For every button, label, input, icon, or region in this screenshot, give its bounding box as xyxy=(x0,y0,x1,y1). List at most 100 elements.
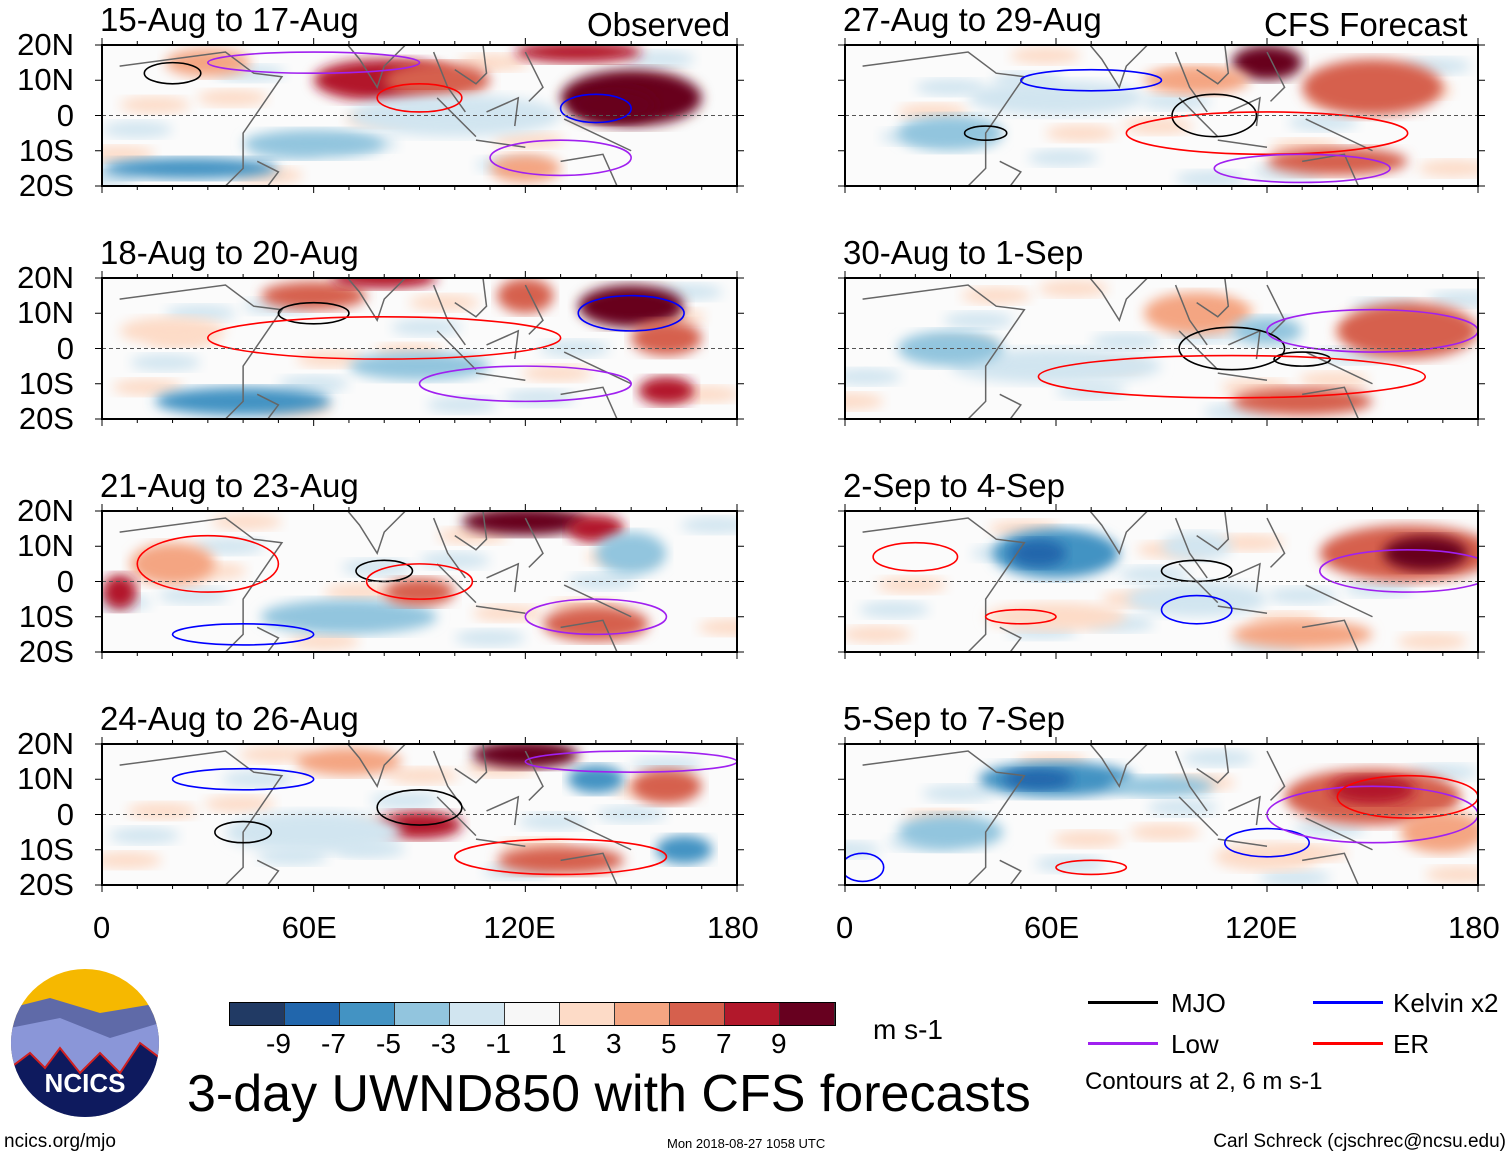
colorbar-label: 7 xyxy=(716,1028,732,1059)
lat-label: 20N xyxy=(17,260,74,295)
wind-anomaly xyxy=(595,532,667,575)
wind-anomaly xyxy=(1330,775,1415,804)
wind-anomaly xyxy=(1298,371,1369,389)
wind-anomaly xyxy=(461,511,589,536)
wave-contour xyxy=(577,294,685,332)
wind-anomaly xyxy=(204,795,275,813)
colorbar-swatch xyxy=(725,1003,780,1025)
wind-anomaly xyxy=(391,318,462,336)
wind-anomaly xyxy=(680,516,737,534)
colorbar-label: -7 xyxy=(321,1028,346,1059)
wind-anomaly xyxy=(260,281,367,310)
wind-anomaly xyxy=(1418,159,1478,177)
coastline xyxy=(862,278,1373,419)
wind-anomaly xyxy=(631,320,702,356)
wave-contour xyxy=(489,139,632,177)
wind-anomaly xyxy=(1288,114,1359,132)
wind-anomaly xyxy=(624,50,695,68)
wave-contour xyxy=(277,301,350,325)
wind-anomaly xyxy=(578,285,685,328)
lon-label: 0 xyxy=(836,910,854,945)
wind-anomaly xyxy=(490,154,561,183)
wind-anomaly xyxy=(1010,47,1081,65)
colorbar xyxy=(229,1002,836,1026)
wind-anomaly xyxy=(331,278,438,289)
map-panel xyxy=(838,38,1485,193)
wind-anomaly xyxy=(112,378,184,396)
site-link[interactable]: ncics.org/mjo xyxy=(4,1131,116,1152)
colorbar-label: -9 xyxy=(266,1028,291,1059)
wind-anomaly xyxy=(497,846,625,875)
wind-anomaly xyxy=(571,87,656,123)
wave-contour xyxy=(376,82,463,113)
wind-anomaly xyxy=(845,368,902,386)
wind-anomaly xyxy=(387,767,459,785)
colorbar-label: 3 xyxy=(606,1028,622,1059)
colorbar-label: 9 xyxy=(771,1028,787,1059)
colorbar-label: 1 xyxy=(551,1028,567,1059)
wind-anomaly xyxy=(102,851,162,869)
colorbar-swatch xyxy=(395,1003,450,1025)
colorbar-swatch xyxy=(615,1003,670,1025)
wind-anomaly xyxy=(288,632,360,650)
wave-contour xyxy=(1160,594,1233,625)
lon-label: 180 xyxy=(1448,910,1500,945)
colorbar-label: -1 xyxy=(486,1028,511,1059)
colorbar-label: -5 xyxy=(376,1028,401,1059)
map-panel xyxy=(838,504,1485,659)
legend-kelvin-line xyxy=(1313,1001,1383,1004)
wind-anomaly xyxy=(109,827,180,845)
lat-label: 20N xyxy=(17,27,74,62)
wave-contour xyxy=(1171,93,1258,138)
wind-anomaly xyxy=(567,765,625,794)
lat-label: 20S xyxy=(18,634,74,669)
coastline xyxy=(862,744,1373,885)
lon-label: 60E xyxy=(1024,910,1080,945)
legend-low-line xyxy=(1088,1042,1158,1045)
wind-anomaly xyxy=(631,756,702,774)
author: Carl Schreck (cjschrec@ncsu.edu) xyxy=(1213,1131,1506,1152)
wave-contour xyxy=(963,125,1008,141)
wind-anomaly xyxy=(915,78,986,96)
wind-anomaly xyxy=(130,542,215,586)
wave-contour xyxy=(984,608,1057,625)
wind-anomaly xyxy=(408,294,480,312)
wind-anomaly xyxy=(595,806,667,823)
wind-anomaly xyxy=(1091,332,1162,350)
wind-anomaly xyxy=(119,316,226,345)
wave-contour xyxy=(1223,827,1310,858)
wind-anomaly xyxy=(655,835,713,864)
wind-anomaly xyxy=(296,747,402,776)
contour-note: Contours at 2, 6 m s-1 xyxy=(1085,1068,1323,1095)
lat-label: 10S xyxy=(18,598,74,634)
panel-title: 18-Aug to 20-Aug xyxy=(100,234,359,271)
wind-anomaly xyxy=(1383,535,1468,571)
lon-label: 180 xyxy=(707,910,759,945)
figure-title: 3-day UWND850 with CFS forecasts xyxy=(187,1065,1031,1123)
panel-title: 2-Sep to 4-Sep xyxy=(843,467,1065,504)
lat-label: 0 xyxy=(56,97,74,133)
wind-anomaly xyxy=(1108,775,1215,797)
wind-anomaly xyxy=(1122,117,1194,135)
colorbar-swatch xyxy=(780,1003,835,1025)
wave-contour xyxy=(559,93,632,124)
coastline xyxy=(862,511,1373,652)
wind-anomaly xyxy=(102,157,279,179)
wave-contour xyxy=(171,767,315,791)
wind-anomaly xyxy=(211,513,282,531)
wave-contour xyxy=(207,315,562,360)
wind-anomaly xyxy=(126,802,198,820)
wind-anomaly xyxy=(260,599,438,635)
wind-anomaly xyxy=(197,89,268,107)
wind-anomaly xyxy=(950,348,1162,384)
lat-label: 0 xyxy=(56,796,74,832)
lon-label: 0 xyxy=(93,910,111,945)
wind-anomaly xyxy=(1397,632,1468,650)
wave-contour xyxy=(1125,111,1409,156)
wind-anomaly xyxy=(876,576,947,594)
colorbar-units: m s-1 xyxy=(873,1014,943,1045)
wind-anomaly xyxy=(1038,280,1109,298)
wind-anomaly xyxy=(102,121,173,139)
wind-anomaly xyxy=(514,45,642,63)
map-panel xyxy=(95,271,744,426)
